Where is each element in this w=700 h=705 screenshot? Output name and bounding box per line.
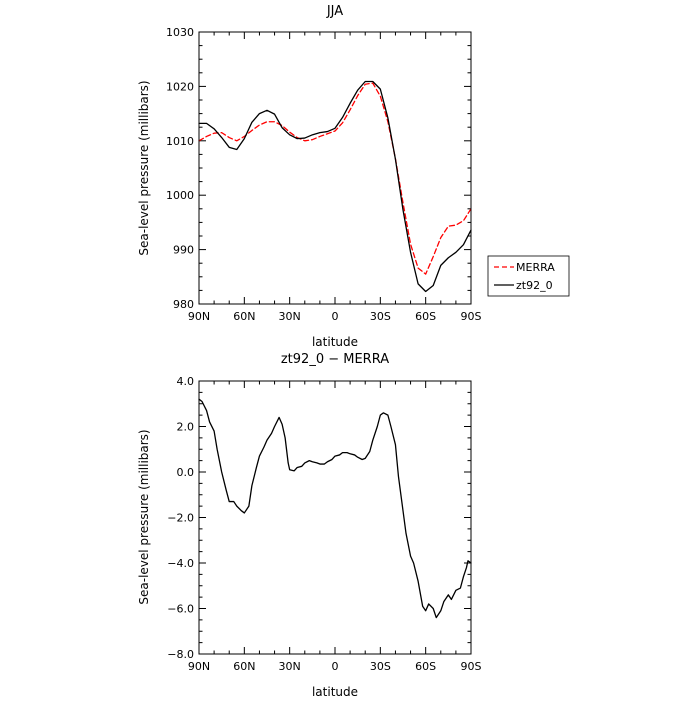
top-y-tick-label: 1030 (166, 26, 194, 39)
top-chart-panel: JJA 90N 60N 30N 0 30S 60S 90S 980 990 1000 1010 102… (137, 4, 570, 349)
legend-zt92-label: zt92_0 (516, 279, 553, 292)
bottom-y-tick-label: −8.0 (167, 648, 194, 661)
bottom-x-tick-label: 90N (188, 660, 210, 673)
bottom-y-tick-label: 4.0 (177, 375, 195, 388)
top-x-tick-label: 90S (461, 310, 482, 323)
legend-box (487, 255, 570, 297)
top-chart-title: JJA (326, 4, 343, 19)
bottom-series-line-series-0 (198, 398, 472, 619)
top-plot-frame (198, 31, 472, 305)
bottom-chart-title: zt92_0 − MERRA (281, 352, 389, 367)
bottom-x-tick-label: 30S (370, 660, 391, 673)
bottom-x-tick-label: 90S (461, 660, 482, 673)
top-y-tick-label: 1000 (166, 189, 194, 202)
top-series-line-zt92-0 (198, 80, 472, 293)
bottom-x-tick-label: 60N (233, 660, 255, 673)
bottom-x-tick-label: 60S (415, 660, 436, 673)
bottom-x-tick-label: 0 (332, 660, 339, 673)
legend-merra-label: MERRA (516, 261, 555, 274)
top-series-line-merra (198, 82, 472, 275)
top-x-tick-label: 60S (415, 310, 436, 323)
bottom-y-tick-label: −6.0 (167, 603, 194, 616)
top-x-tick-label: 30S (370, 310, 391, 323)
top-x-tick-label: 30N (279, 310, 301, 323)
top-legend: MERRA zt92_0 (487, 255, 570, 297)
top-y-tick-label: 1010 (166, 135, 194, 148)
top-y-axis-label: Sea-level pressure (millibars) (137, 80, 151, 255)
bottom-x-axis-label: latitude (312, 685, 358, 699)
top-plot-area: 90N 60N 30N 0 30S 60S 90S 980 990 1000 1010 1020 103… (166, 26, 482, 323)
top-x-axis-label: latitude (312, 335, 358, 349)
bottom-y-tick-label: 2.0 (177, 421, 195, 434)
bottom-y-axis-label: Sea-level pressure (millibars) (137, 429, 151, 604)
bottom-x-tick-label: 30N (279, 660, 301, 673)
top-y-tick-label: 1020 (166, 80, 194, 93)
top-x-tick-label: 0 (332, 310, 339, 323)
bottom-y-tick-label: −4.0 (167, 557, 194, 570)
bottom-plot-area: 90N 60N 30N 0 30S 60S 90S −8.0 −6.0 −4.0 −2.0 0.0 2.… (167, 375, 481, 673)
bottom-chart-panel: zt92_0 − MERRA 90N 60N 30N 0 30S 60S 90S −8.0 −6… (137, 352, 482, 699)
bottom-y-tick-label: 0.0 (177, 466, 195, 479)
bottom-plot-frame (198, 380, 472, 655)
top-y-tick-label: 980 (173, 298, 194, 311)
top-x-tick-label: 90N (188, 310, 210, 323)
top-x-tick-label: 60N (233, 310, 255, 323)
top-y-tick-label: 990 (173, 244, 194, 257)
bottom-y-tick-label: −2.0 (167, 512, 194, 525)
